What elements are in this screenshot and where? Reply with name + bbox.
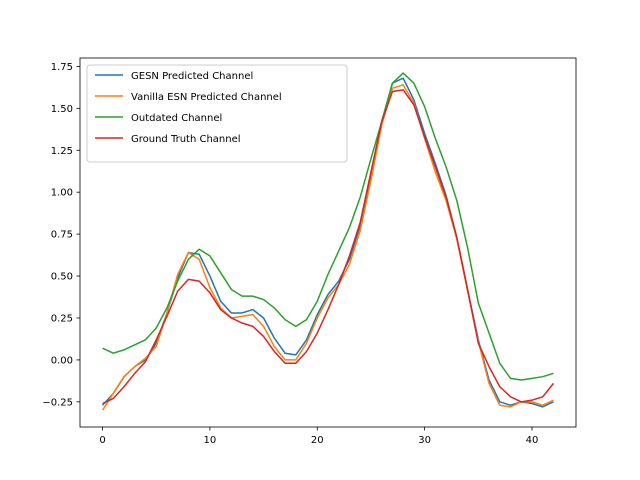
x-tick-label: 40	[526, 435, 539, 446]
y-tick-label: −0.25	[42, 397, 73, 408]
x-tick-label: 30	[418, 435, 431, 446]
legend: GESN Predicted Channel Vanilla ESN Predic…	[86, 64, 348, 163]
x-tick-label: 0	[99, 435, 105, 446]
plot-frame	[79, 57, 577, 428]
series-line-2	[102, 72, 554, 381]
axes-layer: 0 10 20 30 40 −0.25 0.00 0.25 0.50 0.75 1.00 1.25 1.…	[42, 62, 538, 446]
y-tick-label: 0.75	[51, 230, 73, 241]
legend-label-0: GESN Predicted Channel	[131, 71, 253, 82]
legend-label-2: Outdated Channel	[131, 113, 222, 124]
series-layer	[101, 72, 555, 411]
y-tick-label: 0.25	[51, 313, 73, 324]
y-tick-label: 1.00	[51, 188, 73, 199]
y-tick-label: 1.25	[51, 146, 73, 157]
x-tick-label: 10	[204, 435, 217, 446]
legend-box	[86, 64, 348, 163]
y-tick-label: 0.00	[51, 355, 73, 366]
legend-label-3: Ground Truth Channel	[131, 134, 241, 145]
y-tick-label: 1.50	[51, 104, 73, 115]
series-line-3	[102, 89, 555, 405]
x-tick-label: 20	[311, 435, 324, 446]
y-tick-label: 0.50	[51, 272, 73, 283]
y-tick-label: 1.75	[51, 62, 73, 73]
legend-label-1: Vanilla ESN Predicted Channel	[131, 92, 282, 103]
